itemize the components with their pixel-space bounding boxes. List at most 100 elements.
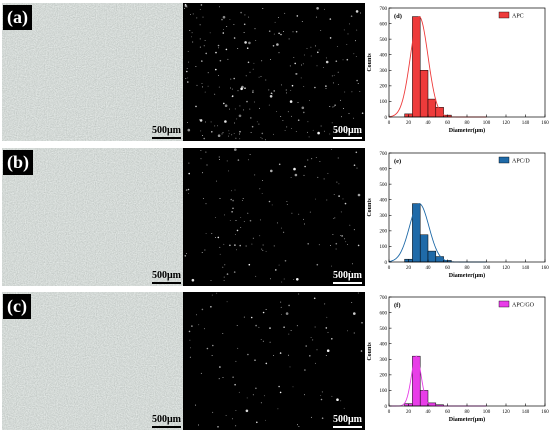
particle-dot (217, 426, 219, 428)
particle-dot (247, 159, 249, 161)
particle-dot (231, 134, 233, 136)
particle-dot (219, 198, 221, 200)
figure-row-c: (c) 500μm 500μm 0 20 40 60 80 100 120 140 160 0 10… (0, 292, 550, 430)
histogram-bar (435, 256, 444, 263)
particle-dot (314, 86, 316, 89)
x-tick-label: 0 (388, 410, 391, 415)
particle-dot (239, 244, 241, 247)
particle-dot (291, 212, 293, 214)
particle-dot (326, 316, 328, 318)
histogram-bar (419, 70, 429, 118)
y-tick-label: 100 (380, 389, 388, 394)
particle-dot (310, 55, 312, 57)
particle-dot (250, 132, 252, 134)
particle-dot (226, 160, 228, 162)
particle-dot (355, 151, 358, 154)
particle-dot (186, 252, 188, 254)
particle-dot (357, 83, 359, 84)
x-tick-label: 80 (465, 121, 471, 126)
histogram-bar (412, 16, 421, 118)
particle-dot (228, 170, 230, 172)
particle-dot (262, 311, 265, 314)
particle-dot (224, 104, 228, 107)
particle-dot (238, 391, 240, 393)
panel-label: (a) (3, 5, 32, 30)
particle-dot (279, 391, 282, 394)
particle-dot (343, 29, 345, 31)
particle-dot (329, 37, 332, 39)
particle-dot (310, 46, 312, 48)
particle-dot (348, 113, 350, 115)
particle-dot (187, 77, 189, 79)
particle-dot (305, 345, 307, 347)
particle-dot (278, 52, 280, 54)
particle-dot (201, 82, 203, 84)
particle-dot (237, 159, 240, 161)
x-axis-label: Diameter(μm) (449, 127, 485, 134)
particle-dot (303, 218, 304, 220)
particle-dot (235, 360, 237, 362)
y-tick-label: 300 (380, 214, 388, 219)
particle-dot (303, 86, 305, 88)
particle-dot (320, 394, 322, 396)
scale-bar: 500μm (152, 414, 181, 428)
particle-dot (297, 73, 299, 75)
particle-dot (233, 37, 236, 39)
particle-dot (300, 77, 302, 79)
particle-dot (325, 85, 327, 87)
particle-dot (215, 236, 216, 238)
particle-dot (301, 106, 305, 110)
particle-dot (265, 309, 267, 310)
x-tick-label: 140 (522, 121, 530, 126)
particle-dot (190, 347, 191, 349)
particle-dot (313, 297, 316, 300)
particle-dot (206, 347, 209, 350)
particle-dot (335, 248, 337, 250)
particle-dot (199, 24, 201, 26)
particle-dot (303, 111, 305, 114)
particle-dot (296, 278, 299, 281)
particle-dot (285, 89, 287, 91)
y-tick-label: 500 (380, 327, 388, 332)
particle-dot (260, 137, 262, 139)
particle-dot (210, 279, 212, 281)
x-tick-label: 60 (445, 410, 451, 415)
particle-dot (324, 8, 325, 10)
particle-dot (252, 237, 254, 239)
y-tick-label: 700 (380, 7, 388, 12)
histogram-svg: 0 20 40 60 80 100 120 140 160 0 100 200 300 400 500 600… (367, 296, 549, 423)
particle-dot (330, 245, 331, 247)
particle-dot (351, 91, 353, 93)
scale-bar-label: 500μm (152, 270, 181, 281)
particle-dot (199, 38, 201, 40)
particle-dot (281, 281, 283, 283)
particle-dot (245, 245, 247, 247)
particle-dot (329, 18, 332, 20)
scale-bar-label: 500μm (152, 414, 181, 425)
scale-bar: 500μm (152, 270, 181, 284)
particle-dot (333, 105, 335, 107)
particle-dot (201, 308, 204, 311)
particle-dot (239, 130, 241, 133)
particle-dot (256, 421, 258, 424)
particle-dot (186, 68, 188, 70)
particle-dot (253, 101, 255, 103)
particle-dot (244, 87, 246, 89)
particle-dot (188, 330, 191, 333)
particle-dot (239, 138, 241, 140)
particle-dot (288, 333, 290, 335)
particle-dot (199, 119, 203, 122)
particle-dot (331, 395, 333, 397)
particle-dot (341, 116, 342, 118)
particle-dot (246, 397, 248, 399)
particle-dot (332, 106, 334, 108)
particle-dot (255, 275, 257, 277)
particle-dot (234, 189, 236, 191)
particle-dot (191, 278, 195, 282)
particle-dot (249, 71, 251, 73)
particle-dot (206, 164, 208, 166)
scale-bar: 500μm (333, 270, 362, 284)
y-axis-label: Counts (367, 198, 373, 217)
particle-dot (346, 44, 348, 45)
particle-dot (349, 224, 351, 226)
